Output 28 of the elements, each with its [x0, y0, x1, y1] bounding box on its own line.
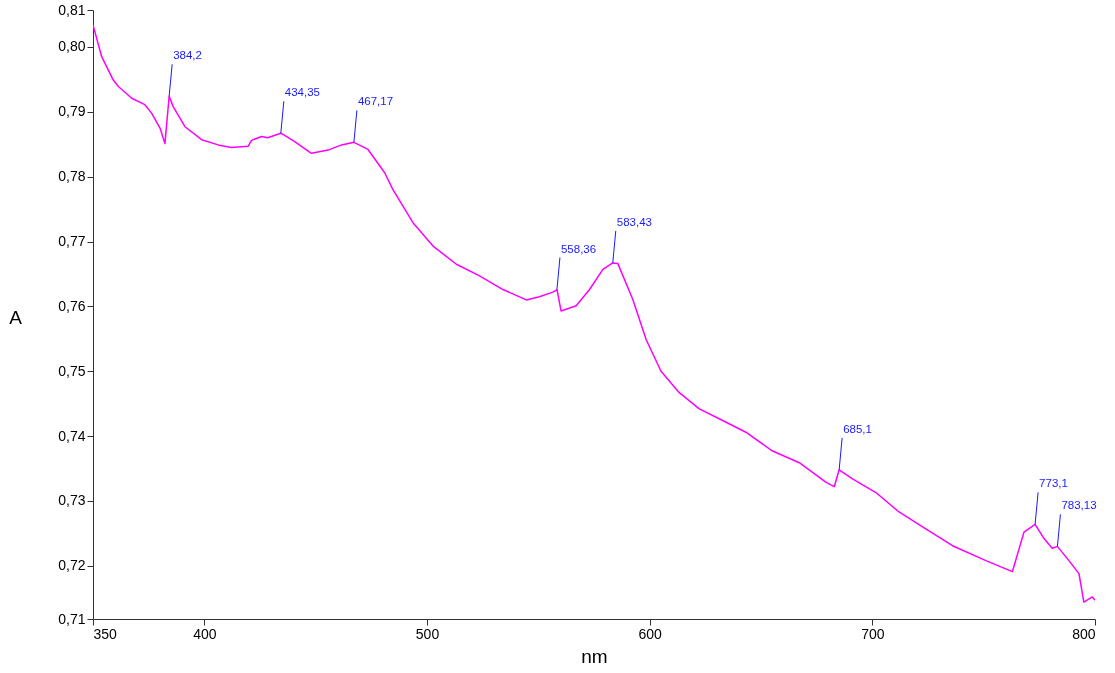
line-series [93, 24, 1095, 603]
y-tick-label: 0,80 [58, 38, 86, 55]
annotation: 583,43 [616, 215, 652, 228]
y-tick-label: 0,74 [58, 427, 86, 444]
x-tick-label: 400 [193, 625, 217, 642]
annotation: 685,1 [843, 422, 872, 435]
annotation: 384,2 [173, 49, 202, 62]
y-tick-label: 0,77 [58, 233, 86, 250]
annotation: 783,13 [1061, 499, 1097, 512]
annotation: 467,17 [357, 95, 394, 108]
y-tick-label: 0,71 [58, 610, 86, 627]
annotation: 434,35 [284, 86, 321, 99]
y-tick-label: 0,79 [58, 103, 86, 120]
y-tick-label: 0,78 [58, 168, 86, 185]
x-tick-label: 500 [415, 625, 440, 642]
x-tick-label: 350 [93, 625, 118, 642]
y-axis-title: A [9, 306, 23, 328]
y-tick-label: 0,76 [58, 297, 86, 314]
annotation: 558,36 [560, 242, 597, 255]
y-tick-label: 0,75 [58, 362, 86, 379]
y-tick-label: 0,73 [58, 492, 86, 509]
y-tick-label: 0,81 [58, 1, 86, 18]
x-tick-label: 600 [638, 625, 663, 642]
annotation: 773,1 [1039, 477, 1068, 490]
y-tick-label: 0,72 [58, 557, 86, 574]
x-tick-label: 800 [1072, 625, 1096, 642]
x-tick-label: 700 [861, 625, 885, 642]
x-axis-title: nm [581, 645, 608, 667]
